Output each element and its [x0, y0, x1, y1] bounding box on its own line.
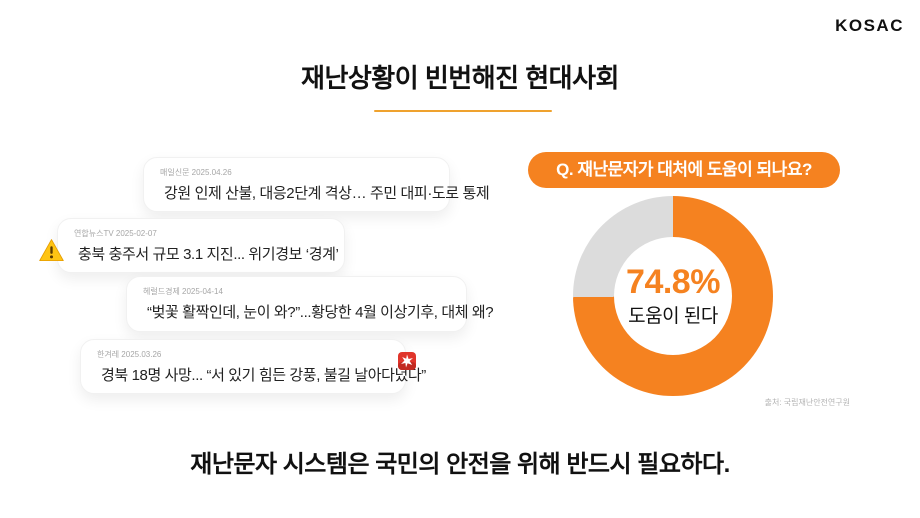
- donut-center-label-group: 74.8% 도움이 된다: [573, 196, 773, 396]
- chart-source-caption: 출처: 국립재난안전연구원: [764, 398, 850, 407]
- news-source: 헤럴드경제 2025-04-14: [143, 287, 223, 296]
- kosac-logo: KOSAC: [835, 16, 904, 35]
- news-headline: “벚꽃 활짝인데, 눈이 와?”...황당한 4월 이상기후, 대체 왜?: [147, 304, 494, 321]
- donut-hole: [614, 237, 732, 355]
- donut-chart-wrap: 74.8% 도움이 된다: [573, 196, 773, 396]
- news-source: 연합뉴스TV 2025-02-07: [74, 229, 157, 238]
- news-bubble-earthquake: 연합뉴스TV 2025-02-07 충북 충주서 규모 3.1 지진... 위기…: [57, 218, 345, 273]
- page-title: 재난상황이 빈번해진 현대사회: [301, 63, 619, 93]
- news-source: 한겨레 2025.03.26: [97, 350, 162, 359]
- title-underline: [374, 110, 552, 112]
- donut-center-label: 도움이 된다: [628, 305, 718, 327]
- donut-center-value: 74.8%: [626, 262, 720, 301]
- news-headline: 충북 충주서 규모 3.1 지진... 위기경보 ‘경계’: [78, 246, 339, 263]
- news-headline: 강원 인제 산불, 대응2단계 격상… 주민 대피·도로 통제: [164, 185, 490, 202]
- news-bubble-weather: 헤럴드경제 2025-04-14 “벚꽃 활짝인데, 눈이 와?”...황당한 …: [126, 276, 494, 332]
- news-bubble-wildfire: 매일신문 2025.04.26 강원 인제 산불, 대응2단계 격상… 주민 대…: [143, 157, 490, 212]
- warning-icon: [38, 237, 65, 264]
- siren-icon: [396, 349, 418, 375]
- question-banner: Q. 재난문자가 대처에 도움이 되나요?: [528, 152, 840, 188]
- news-source: 매일신문 2025.04.26: [160, 168, 232, 177]
- footer-statement: 재난문자 시스템은 국민의 안전을 위해 반드시 필요하다.: [190, 451, 730, 478]
- news-headline: 경북 18명 사망... “서 있기 힘든 강풍, 불길 날아다녔다”: [101, 367, 426, 384]
- news-bubble-windstorm: 한겨레 2025.03.26 경북 18명 사망... “서 있기 힘든 강풍,…: [80, 339, 426, 394]
